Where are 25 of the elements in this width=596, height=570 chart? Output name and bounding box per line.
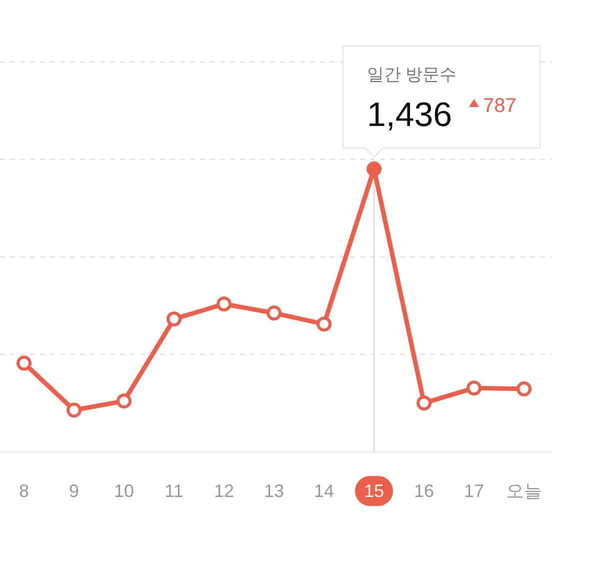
point	[266, 306, 282, 321]
point	[416, 396, 432, 411]
annotation: 1,436	[367, 96, 452, 134]
x-tick-label: 15	[364, 481, 384, 501]
x-tick-label: 8	[18, 481, 30, 501]
x-tick-label: 오늘	[506, 481, 542, 501]
point	[166, 311, 182, 326]
point	[16, 356, 32, 371]
text: 787	[483, 95, 516, 117]
point	[316, 316, 332, 332]
point	[366, 162, 382, 176]
x-tick-label: 12	[214, 481, 234, 501]
point	[516, 381, 532, 396]
x-tick-label: 10	[114, 481, 134, 501]
point	[216, 296, 232, 312]
x-tick-label: 14	[314, 481, 334, 501]
point	[66, 402, 82, 418]
point	[116, 394, 132, 409]
text: 일간 방문수	[367, 65, 457, 84]
x-tick-label: 13	[264, 481, 284, 501]
x-tick-label: 11	[164, 481, 184, 501]
point	[466, 380, 482, 396]
x-tick-label: 9	[68, 481, 80, 501]
x-tick-label: 17	[464, 481, 484, 501]
x-tick-label: 16	[414, 481, 434, 501]
